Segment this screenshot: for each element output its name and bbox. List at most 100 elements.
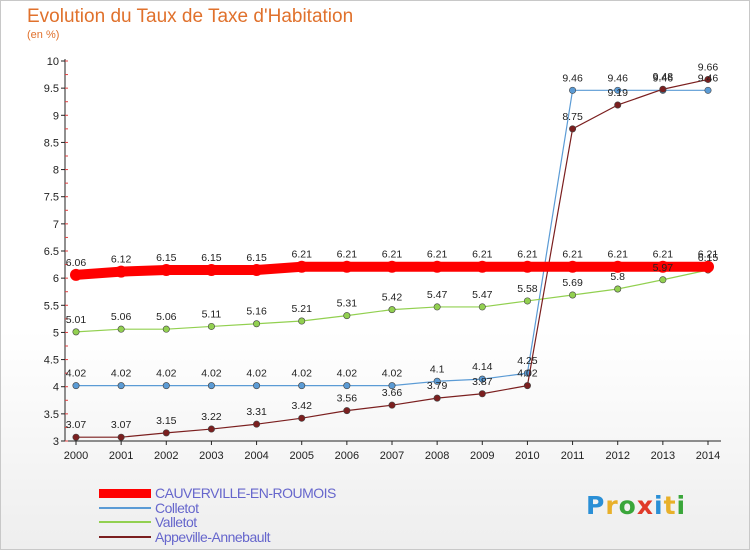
data-point [72, 433, 80, 441]
data-point [250, 264, 263, 276]
data-label: 3.79 [427, 380, 448, 392]
data-point [388, 401, 396, 409]
series-line [75, 89, 709, 387]
data-point [523, 382, 531, 390]
data-point [569, 86, 577, 94]
data-label: 6.15 [246, 252, 267, 264]
data-point [70, 268, 82, 281]
data-point [162, 382, 170, 390]
data-label: 5.47 [427, 289, 448, 301]
data-point [569, 125, 577, 133]
data-point [386, 260, 398, 273]
x-tick-label: 2010 [515, 450, 539, 462]
data-label: 5.58 [517, 283, 538, 295]
data-label: 6.21 [607, 249, 628, 261]
data-point [431, 260, 444, 273]
data-label: 4.02 [246, 368, 267, 380]
y-tick-label: 5.5 [44, 300, 59, 312]
legend-swatch [99, 521, 151, 524]
data-label: 4.02 [66, 368, 87, 380]
data-point [433, 394, 441, 402]
legend-label: Colletot [155, 499, 199, 516]
data-label: 9.46 [607, 72, 628, 84]
chart-title: Evolution du Taux de Taxe d'Habitation [27, 6, 354, 27]
data-label: 3.07 [111, 419, 132, 431]
data-point [659, 85, 667, 93]
logo-letter: r [605, 491, 619, 520]
data-point [566, 260, 579, 273]
logo-letter: i [676, 491, 687, 520]
data-point [388, 382, 396, 390]
data-point [704, 86, 712, 94]
data-label: 6.06 [66, 257, 87, 269]
data-point [207, 322, 215, 330]
data-label: 4.02 [382, 368, 403, 380]
y-tick-label: 5 [53, 327, 59, 339]
data-label: 4.02 [156, 368, 177, 380]
data-point [704, 75, 712, 83]
data-point [117, 325, 125, 333]
data-label: 4.02 [111, 368, 132, 380]
data-label: 3.31 [246, 406, 267, 418]
data-label: 6.21 [291, 249, 312, 261]
y-tick-label: 4 [53, 382, 59, 394]
data-label: 3.42 [291, 400, 312, 412]
data-label: 6.21 [517, 249, 538, 261]
data-label: 5.69 [562, 277, 583, 289]
data-point [478, 390, 486, 398]
x-tick-label: 2008 [425, 450, 449, 462]
data-point [521, 260, 534, 273]
data-label: 9.48 [653, 71, 674, 83]
data-label: 3.56 [337, 393, 358, 405]
legend-item: Valletot [99, 514, 336, 530]
data-label: 6.21 [562, 249, 583, 261]
legend-item: Colletot [99, 499, 336, 516]
x-tick-label: 2001 [109, 450, 133, 462]
data-label: 4.02 [201, 368, 222, 380]
data-label: 4.25 [517, 355, 538, 367]
logo-letter: P [586, 491, 606, 520]
data-label: 4.02 [517, 368, 538, 380]
data-point [614, 285, 622, 293]
y-tick-label: 6.5 [44, 246, 59, 258]
data-point [478, 375, 486, 383]
legend-label: Appeville-Annebault [155, 528, 271, 545]
data-label: 5.8 [610, 271, 625, 283]
data-label: 5.21 [291, 303, 312, 315]
data-label: 3.07 [66, 419, 87, 431]
data-point [253, 382, 261, 390]
data-label: 5.16 [246, 306, 267, 318]
data-label: 4.02 [337, 368, 358, 380]
legend-label: CAUVERVILLE-EN-ROUMOIS [155, 485, 336, 502]
data-point [295, 260, 308, 273]
data-label: 6.21 [653, 249, 674, 261]
y-tick-label: 7.5 [44, 192, 59, 204]
legend-swatch [99, 535, 151, 538]
data-label: 5.11 [202, 308, 222, 320]
y-tick-label: 9 [53, 110, 59, 122]
data-label: 6.15 [201, 252, 222, 264]
data-label: 6.21 [698, 249, 719, 261]
x-tick-label: 2004 [244, 450, 268, 462]
y-tick-label: 10 [47, 56, 59, 68]
data-point [611, 260, 624, 273]
logo-letter: i [654, 491, 664, 520]
data-label: 4.1 [430, 363, 445, 375]
data-label: 8.75 [562, 111, 583, 123]
data-point [433, 303, 441, 311]
data-point [343, 312, 351, 320]
data-point [343, 407, 351, 415]
data-label: 5.97 [653, 262, 674, 274]
data-label: 5.06 [111, 311, 132, 323]
x-tick-label: 2005 [289, 450, 313, 462]
data-label: 6.21 [382, 249, 403, 261]
data-point [253, 320, 261, 328]
proxiti-logo: Proxiti [586, 491, 686, 520]
y-tick-label: 3 [53, 436, 59, 448]
data-point [614, 101, 622, 109]
data-label: 9.19 [607, 87, 628, 99]
data-point [702, 260, 714, 273]
data-point [162, 325, 170, 333]
data-label: 6.21 [427, 249, 448, 261]
data-label: 3.66 [382, 387, 403, 399]
